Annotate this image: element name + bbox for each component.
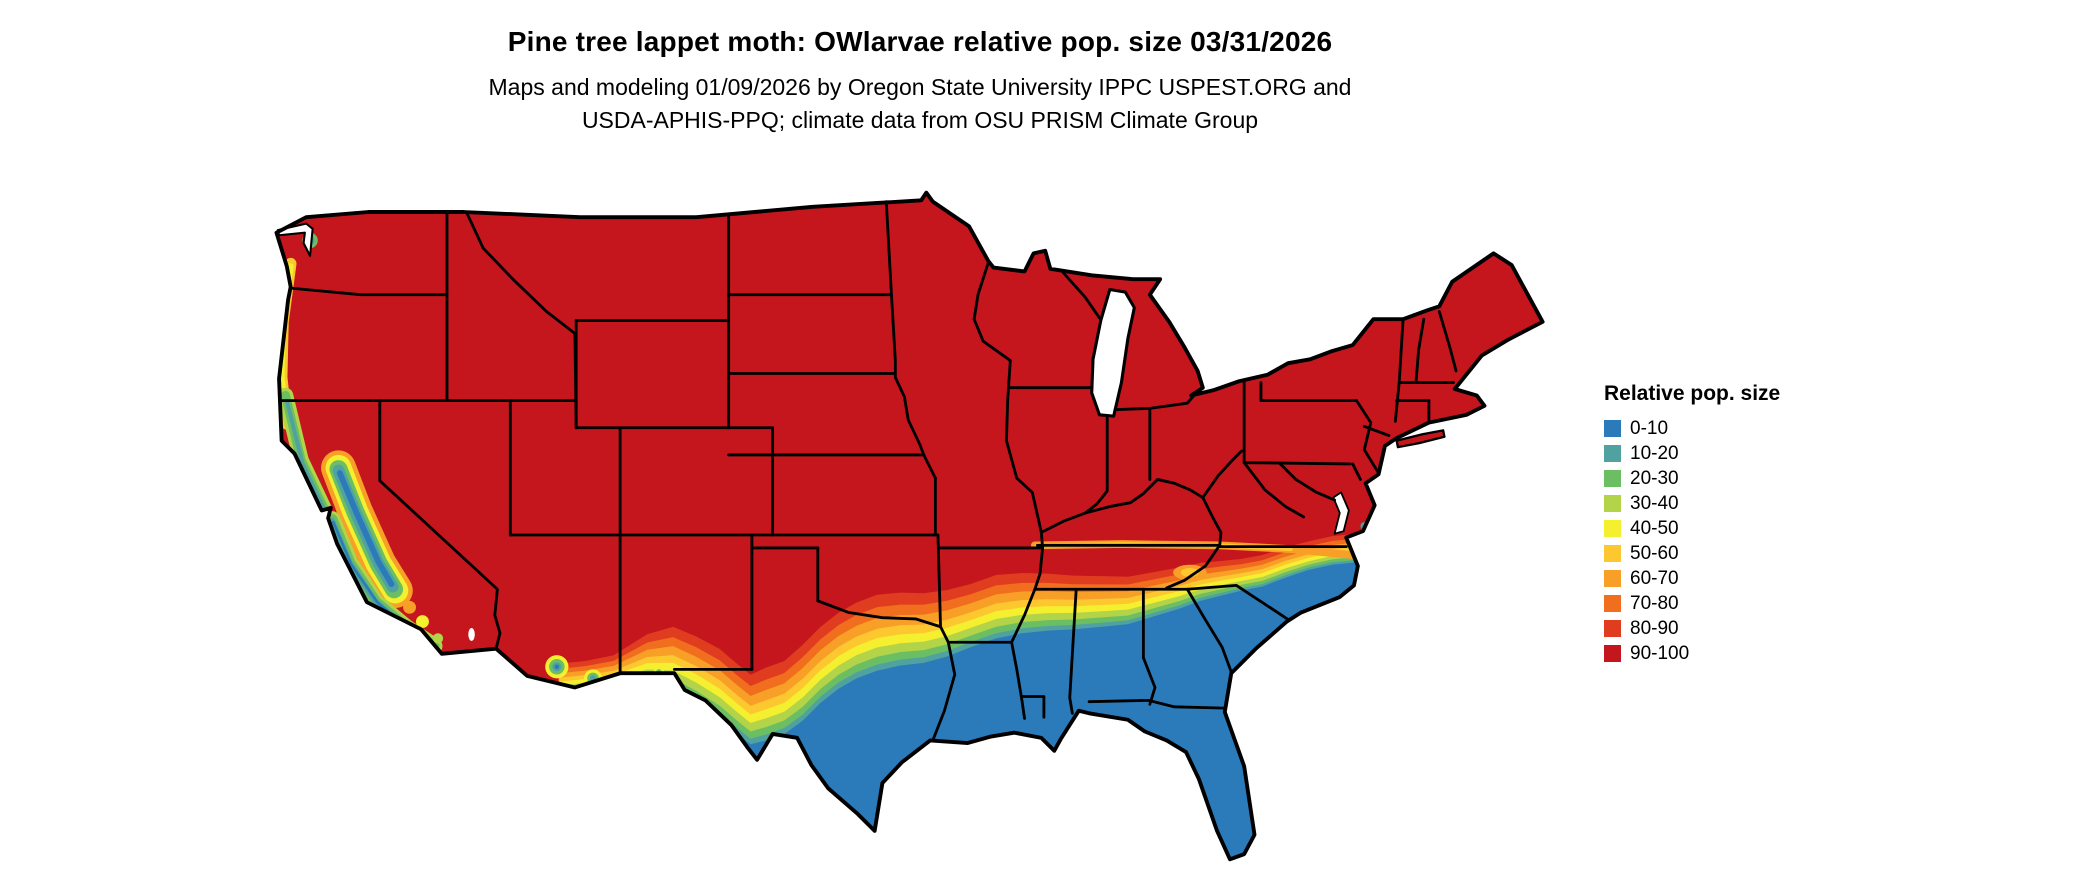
legend-swatch-rect <box>1604 595 1621 612</box>
legend-swatch <box>1604 645 1621 662</box>
state-border-line <box>290 286 449 297</box>
central-valley-core <box>336 470 395 588</box>
state-border-line <box>1259 381 1358 403</box>
state-borders <box>278 200 1458 742</box>
state-border-line <box>1020 695 1046 719</box>
legend-swatch <box>1604 470 1621 487</box>
state-border-line <box>936 533 942 629</box>
state-border-line <box>939 625 950 644</box>
state-border-line <box>1355 399 1380 475</box>
state-border-line <box>972 260 990 321</box>
legend-item: 90-100 <box>1604 641 1780 666</box>
legend-title: Relative pop. size <box>1604 382 1781 405</box>
legend-label: 90-100 <box>1630 643 1690 664</box>
legend-label: 50-60 <box>1630 543 1679 564</box>
state-border-line <box>1185 587 1233 674</box>
az-sky-island-1-blue <box>554 664 560 670</box>
legend-item: 40-50 <box>1604 516 1780 541</box>
socal-mtn-spot-3 <box>403 600 416 614</box>
state-border-line <box>1083 414 1109 515</box>
subtitle-line-1: Maps and modeling 01/09/2026 by Oregon S… <box>488 74 1352 100</box>
long-island <box>1395 429 1446 449</box>
state-border-line <box>1165 543 1222 590</box>
state-border-line <box>1242 461 1352 466</box>
state-border-line <box>1068 587 1078 715</box>
page-title: Pine tree lappet moth: OWlarvae relative… <box>507 26 1333 57</box>
legend-swatch <box>1604 445 1621 462</box>
legend-item: 30-40 <box>1604 491 1780 516</box>
az-sky-island-3 <box>627 674 644 691</box>
legend-item: 50-60 <box>1604 541 1780 566</box>
us-map-svg <box>274 190 1545 862</box>
az-sky-island-3-green <box>630 677 641 688</box>
state-border-line <box>1278 462 1337 502</box>
state-border-line <box>1201 496 1223 549</box>
state-border-line <box>816 599 942 629</box>
legend-swatch <box>1604 420 1621 437</box>
state-border-line <box>884 200 893 297</box>
legend-swatch-rect <box>1604 495 1621 512</box>
legend-label: 40-50 <box>1630 518 1679 539</box>
legend-swatch <box>1604 520 1621 537</box>
state-border-line <box>1141 587 1157 706</box>
state-border-line <box>931 640 957 742</box>
legend-label: 20-30 <box>1630 468 1679 489</box>
legend-swatch <box>1604 495 1621 512</box>
legend-item: 70-80 <box>1604 591 1780 616</box>
legend-swatch-rect <box>1604 545 1621 562</box>
lake-michigan <box>1090 287 1136 418</box>
state-border-line <box>1039 478 1205 534</box>
legend-swatch-rect <box>1604 620 1621 637</box>
state-border-line <box>1087 698 1227 710</box>
az-sky-island-3-teal <box>633 679 639 685</box>
state-border-line <box>1242 461 1306 519</box>
legend-label: 10-20 <box>1630 443 1679 464</box>
state-border-line <box>1414 317 1426 384</box>
puget-sound <box>276 222 314 257</box>
state-border-line <box>1362 425 1391 437</box>
legend-swatch <box>1604 620 1621 637</box>
socal-mtn-spot-2 <box>432 633 444 644</box>
legend-swatch-rect <box>1604 445 1621 462</box>
legend-swatch-rect <box>1604 420 1621 437</box>
state-border-line <box>1201 449 1244 499</box>
state-border-line <box>464 210 577 335</box>
legend-swatch-rect <box>1604 570 1621 587</box>
legend-swatch <box>1604 545 1621 562</box>
us-map <box>270 186 1562 884</box>
legend-item: 60-70 <box>1604 566 1780 591</box>
subtitle-line-2: USDA-APHIS-PPQ; climate data from OSU PR… <box>581 107 1259 133</box>
legend-label: 70-80 <box>1630 593 1679 614</box>
legend-item: 0-10 <box>1604 416 1780 441</box>
legend-label: 80-90 <box>1630 618 1679 639</box>
page-subtitle: Maps and modeling 01/09/2026 by Oregon S… <box>0 71 1840 137</box>
socal-mtn-spot-1 <box>415 615 429 629</box>
legend-item: 80-90 <box>1604 616 1780 641</box>
state-border-line <box>1061 271 1101 320</box>
legend-swatch-rect <box>1604 645 1621 662</box>
state-border-line <box>378 399 502 651</box>
legend: Relative pop. size 0-10 10-20 20-30 30-4… <box>1604 382 1780 666</box>
state-border-line <box>890 293 937 480</box>
legend-item: 20-30 <box>1604 466 1780 491</box>
legend-swatch <box>1604 570 1621 587</box>
legend-swatch-rect <box>1604 520 1621 537</box>
legend-swatch <box>1604 595 1621 612</box>
state-border-line <box>1113 392 1197 412</box>
chesapeake-bay <box>1332 491 1350 535</box>
legend-label: 30-40 <box>1630 493 1679 514</box>
legend-item: 10-20 <box>1604 441 1780 466</box>
legend-label: 0-10 <box>1630 418 1669 439</box>
state-border-line <box>1351 462 1362 481</box>
state-border-line <box>1185 583 1291 622</box>
salton-sea <box>468 628 475 641</box>
norcal-coast-band-core <box>284 398 327 512</box>
state-border-line <box>1437 310 1458 373</box>
legend-swatch-rect <box>1604 470 1621 487</box>
legend-label: 60-70 <box>1630 568 1679 589</box>
us-base-fill <box>276 192 1543 860</box>
header: Pine tree lappet moth: OWlarvae relative… <box>0 0 1840 137</box>
